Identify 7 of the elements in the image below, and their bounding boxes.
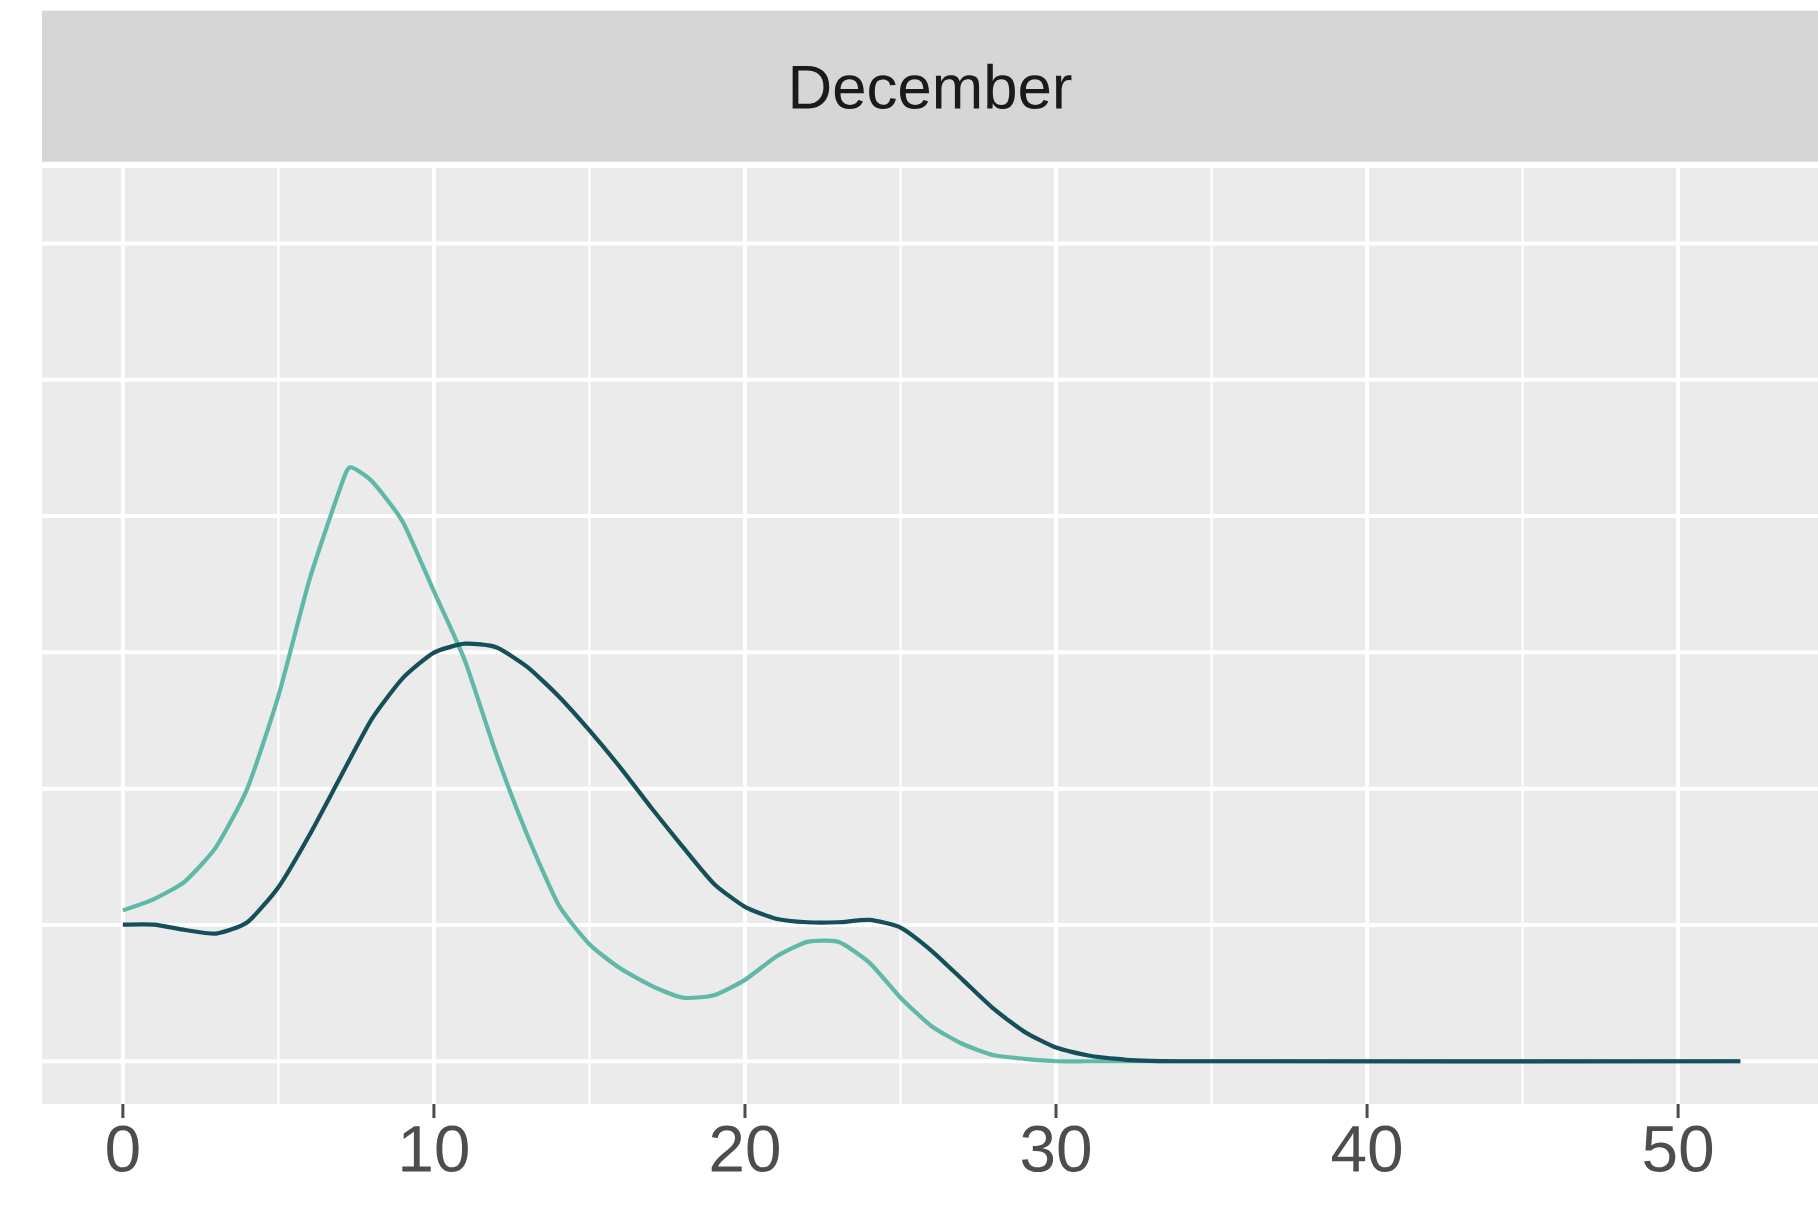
x-tick-label: 50 (1644, 1125, 1713, 1173)
chart-title: December (792, 63, 1072, 109)
x-tick-label: 10 (402, 1125, 468, 1173)
x-tick-label: 20 (711, 1125, 779, 1173)
x-tick-label: 30 (1021, 1125, 1090, 1173)
x-tick-label: 40 (1332, 1125, 1402, 1173)
x-tick-label: 0 (107, 1125, 139, 1173)
